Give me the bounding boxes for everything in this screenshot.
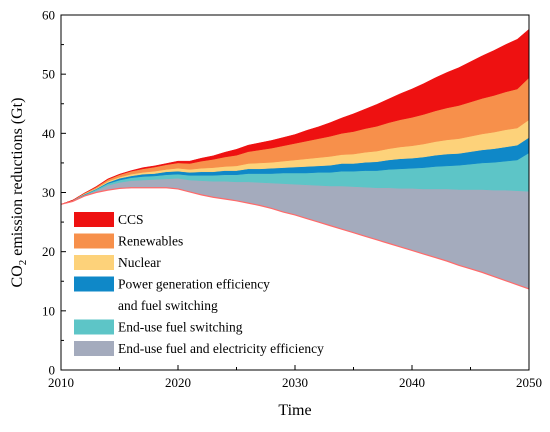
y-axis-label: CO2 emission reductions (Gt) — [9, 98, 29, 288]
legend-swatch — [74, 233, 114, 249]
x-axis-label: Time — [278, 402, 311, 419]
x-tick-label: 2040 — [399, 375, 425, 390]
y-tick-label: 40 — [42, 126, 55, 141]
baseline-boundary-line — [60, 187, 530, 290]
legend: CCS Renewables Nuclear Power generation eff… — [74, 212, 324, 356]
y-axis-label-prefix: CO — [9, 265, 26, 287]
y-tick-label: 30 — [42, 185, 55, 200]
x-tick-label: 2050 — [516, 375, 542, 390]
y-axis-label-suffix: emission reductions (Gt) — [9, 98, 26, 260]
y-tick-label: 20 — [42, 244, 55, 259]
y-axis-ticks: 0 10 20 30 40 50 60 — [42, 8, 66, 378]
x-tick-label: 2010 — [48, 375, 74, 390]
legend-label: and fuel switching — [118, 298, 218, 313]
legend-label: Nuclear — [118, 255, 161, 270]
legend-label: CCS — [118, 212, 144, 227]
legend-label: Power generation efficiency — [118, 277, 270, 292]
legend-label: Renewables — [118, 234, 183, 249]
legend-swatch — [74, 255, 114, 270]
legend-label: End-use fuel and electricity efficiency — [118, 341, 324, 356]
y-tick-label: 10 — [42, 303, 55, 318]
legend-swatch — [74, 319, 114, 335]
legend-swatch — [74, 341, 114, 356]
legend-label: End-use fuel switching — [118, 320, 243, 335]
area-series-group — [60, 28, 530, 290]
y-axis-label-subscript: 2 — [17, 260, 29, 266]
legend-swatch — [74, 212, 114, 227]
x-axis-ticks: 2010 2020 2030 2040 2050 — [48, 365, 542, 390]
legend-swatch — [74, 276, 114, 292]
y-tick-label: 60 — [42, 8, 55, 23]
y-tick-label: 50 — [42, 67, 55, 82]
x-tick-label: 2020 — [165, 375, 191, 390]
x-tick-label: 2030 — [282, 375, 308, 390]
y-tick-label: 0 — [49, 363, 56, 378]
